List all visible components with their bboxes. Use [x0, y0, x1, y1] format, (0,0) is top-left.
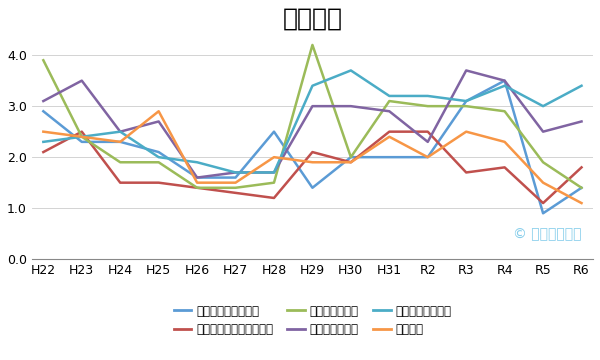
機械システム工学科	[309, 186, 316, 190]
商船学科	[463, 130, 470, 134]
物質化学工学科	[194, 186, 201, 190]
Line: 機械システム工学科: 機械システム工学科	[43, 81, 581, 213]
電気制御システム工学科	[578, 165, 585, 170]
商船学科	[424, 155, 431, 159]
電子情報工学科	[78, 78, 85, 83]
機械システム工学科	[116, 140, 124, 144]
機械システム工学科	[78, 140, 85, 144]
物質化学工学科	[309, 43, 316, 47]
電気制御システム工学科	[116, 180, 124, 185]
物質化学工学科	[271, 180, 278, 185]
電子情報工学科	[539, 130, 547, 134]
物質化学工学科	[578, 186, 585, 190]
電子情報工学科	[40, 99, 47, 103]
機械システム工学科	[347, 155, 355, 159]
国際ビジネス学科	[40, 140, 47, 144]
物質化学工学科	[155, 160, 162, 165]
電子情報工学科	[232, 170, 239, 175]
物質化学工学科	[386, 99, 393, 103]
電気制御システム工学科	[347, 160, 355, 165]
電子情報工学科	[271, 170, 278, 175]
電気制御システム工学科	[309, 150, 316, 154]
機械システム工学科	[386, 155, 393, 159]
機械システム工学科	[271, 130, 278, 134]
機械システム工学科	[155, 150, 162, 154]
物質化学工学科	[347, 155, 355, 159]
機械システム工学科	[424, 155, 431, 159]
国際ビジネス学科	[309, 84, 316, 88]
電子情報工学科	[386, 109, 393, 113]
商船学科	[539, 180, 547, 185]
物質化学工学科	[501, 109, 508, 113]
国際ビジネス学科	[78, 135, 85, 139]
商船学科	[309, 160, 316, 165]
物質化学工学科	[463, 104, 470, 108]
国際ビジネス学科	[347, 68, 355, 73]
Line: 商船学科: 商船学科	[43, 111, 581, 203]
Line: 電気制御システム工学科: 電気制御システム工学科	[43, 132, 581, 203]
機械システム工学科	[463, 99, 470, 103]
Legend: 機械システム工学科, 電気制御システム工学科, 物質化学工学科, 電子情報工学科, 国際ビジネス学科, 商船学科: 機械システム工学科, 電気制御システム工学科, 物質化学工学科, 電子情報工学科…	[173, 305, 451, 337]
商船学科	[386, 135, 393, 139]
電子情報工学科	[578, 119, 585, 123]
機械システム工学科	[40, 109, 47, 113]
国際ビジネス学科	[232, 170, 239, 175]
商船学科	[347, 160, 355, 165]
電子情報工学科	[309, 104, 316, 108]
商船学科	[578, 201, 585, 205]
機械システム工学科	[194, 175, 201, 180]
物質化学工学科	[424, 104, 431, 108]
電子情報工学科	[194, 175, 201, 180]
電子情報工学科	[155, 119, 162, 123]
電気制御システム工学科	[386, 130, 393, 134]
機械システム工学科	[501, 78, 508, 83]
物質化学工学科	[78, 135, 85, 139]
電子情報工学科	[463, 68, 470, 73]
物質化学工学科	[116, 160, 124, 165]
商船学科	[116, 140, 124, 144]
物質化学工学科	[40, 58, 47, 62]
電子情報工学科	[347, 104, 355, 108]
物質化学工学科	[539, 160, 547, 165]
機械システム工学科	[232, 175, 239, 180]
電子情報工学科	[116, 130, 124, 134]
国際ビジネス学科	[539, 104, 547, 108]
Line: 電子情報工学科: 電子情報工学科	[43, 71, 581, 177]
電気制御システム工学科	[40, 150, 47, 154]
電気制御システム工学科	[501, 165, 508, 170]
国際ビジネス学科	[116, 130, 124, 134]
機械システム工学科	[539, 211, 547, 215]
国際ビジネス学科	[424, 94, 431, 98]
電気制御システム工学科	[424, 130, 431, 134]
電気制御システム工学科	[232, 191, 239, 195]
国際ビジネス学科	[386, 94, 393, 98]
国際ビジネス学科	[194, 160, 201, 165]
電気制御システム工学科	[155, 180, 162, 185]
電気制御システム工学科	[539, 201, 547, 205]
電子情報工学科	[501, 78, 508, 83]
国際ビジネス学科	[501, 84, 508, 88]
電気制御システム工学科	[271, 196, 278, 200]
国際ビジネス学科	[271, 170, 278, 175]
Line: 国際ビジネス学科: 国際ビジネス学科	[43, 71, 581, 172]
電気制御システム工学科	[78, 130, 85, 134]
Text: © 高専受験計画: © 高専受験計画	[514, 228, 582, 242]
国際ビジネス学科	[578, 84, 585, 88]
機械システム工学科	[578, 186, 585, 190]
商船学科	[78, 135, 85, 139]
電子情報工学科	[424, 140, 431, 144]
電気制御システム工学科	[463, 170, 470, 175]
商船学科	[501, 140, 508, 144]
電気制御システム工学科	[194, 186, 201, 190]
国際ビジネス学科	[155, 155, 162, 159]
商船学科	[232, 180, 239, 185]
商船学科	[155, 109, 162, 113]
国際ビジネス学科	[463, 99, 470, 103]
Line: 物質化学工学科: 物質化学工学科	[43, 45, 581, 188]
物質化学工学科	[232, 186, 239, 190]
商船学科	[40, 130, 47, 134]
商船学科	[271, 155, 278, 159]
Title: 学力選抜: 学力選抜	[283, 7, 343, 31]
商船学科	[194, 180, 201, 185]
